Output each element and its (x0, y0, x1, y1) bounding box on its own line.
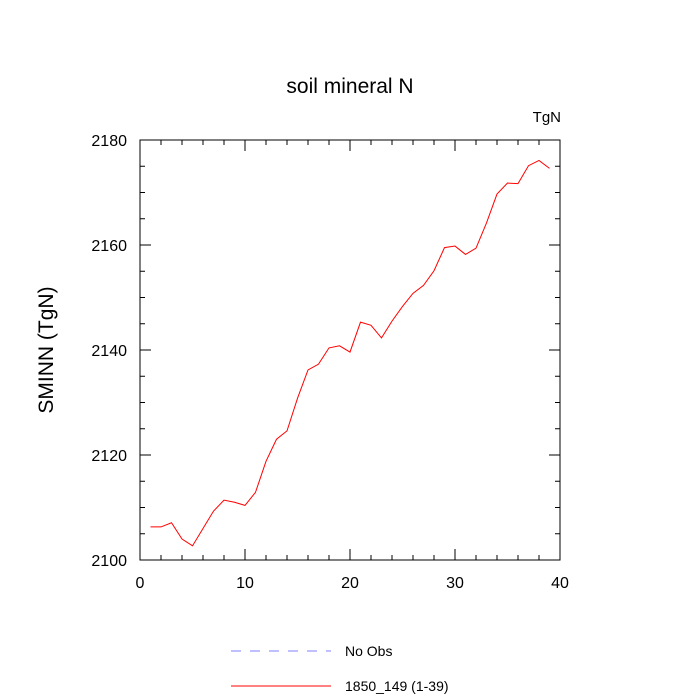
y-tick-label: 2140 (91, 343, 127, 360)
x-tick-label: 0 (136, 575, 145, 592)
x-tick-label: 40 (551, 575, 569, 592)
y-tick-label: 2120 (91, 448, 127, 465)
series-line-1850-149 (150, 159, 550, 547)
y-tick-label: 2100 (91, 553, 127, 570)
chart-title: soil mineral N (286, 75, 413, 98)
tick-labels: 0 10 20 30 40 2100 2120 2140 2160 2180 (91, 133, 569, 592)
plot-frame (139, 139, 561, 561)
y-tick-label: 2180 (91, 133, 127, 150)
y-tick-label: 2160 (91, 238, 127, 255)
y-axis-label: SMINN (TgN) (35, 286, 58, 413)
legend-label-1850-149: 1850_149 (1-39) (345, 678, 449, 694)
series-lines (150, 159, 550, 547)
x-tick-label: 20 (341, 575, 359, 592)
x-tick-label: 10 (236, 575, 254, 592)
legend: No Obs 1850_149 (1-39) (231, 643, 449, 694)
units-label: TgN (533, 109, 561, 126)
legend-label-no-obs: No Obs (345, 643, 392, 659)
x-tick-label: 30 (446, 575, 464, 592)
axis-ticks (139, 139, 561, 561)
